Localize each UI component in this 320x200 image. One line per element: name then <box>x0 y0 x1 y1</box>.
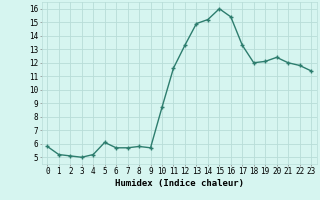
X-axis label: Humidex (Indice chaleur): Humidex (Indice chaleur) <box>115 179 244 188</box>
